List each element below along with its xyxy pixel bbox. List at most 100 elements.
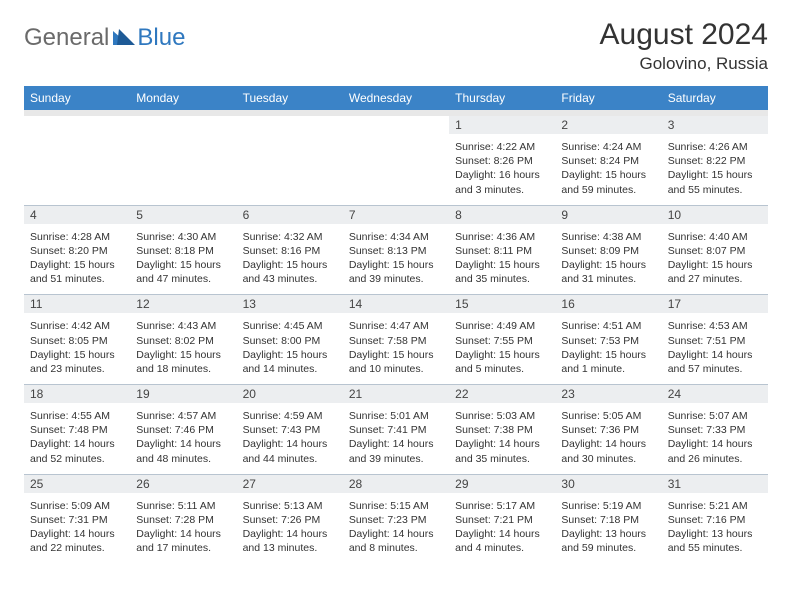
day-detail-text: Sunrise: 4:42 AMSunset: 8:05 PMDaylight:… (30, 317, 124, 376)
day-detail-text: Sunrise: 4:26 AMSunset: 8:22 PMDaylight:… (668, 138, 762, 197)
day-detail-text: Sunrise: 5:05 AMSunset: 7:36 PMDaylight:… (561, 407, 655, 466)
logo-text-2: Blue (137, 24, 185, 52)
day-header: Monday (130, 86, 236, 110)
day-detail-text: Sunrise: 4:43 AMSunset: 8:02 PMDaylight:… (136, 317, 230, 376)
day-detail-text: Sunrise: 4:32 AMSunset: 8:16 PMDaylight:… (243, 228, 337, 287)
day-detail-text: Sunrise: 4:40 AMSunset: 8:07 PMDaylight:… (668, 228, 762, 287)
day-detail-text: Sunrise: 4:28 AMSunset: 8:20 PMDaylight:… (30, 228, 124, 287)
day-number: 21 (343, 385, 449, 403)
day-cell: Sunrise: 5:01 AMSunset: 7:41 PMDaylight:… (343, 403, 449, 474)
day-number: 5 (130, 206, 236, 224)
day-cell: Sunrise: 4:24 AMSunset: 8:24 PMDaylight:… (555, 134, 661, 205)
day-detail-text: Sunrise: 5:13 AMSunset: 7:26 PMDaylight:… (243, 497, 337, 556)
day-number: 17 (662, 295, 768, 313)
day-cell: Sunrise: 4:57 AMSunset: 7:46 PMDaylight:… (130, 403, 236, 474)
day-number: 7 (343, 206, 449, 224)
day-number: 28 (343, 475, 449, 493)
day-cell: Sunrise: 5:17 AMSunset: 7:21 PMDaylight:… (449, 493, 555, 564)
day-cell: Sunrise: 4:30 AMSunset: 8:18 PMDaylight:… (130, 224, 236, 295)
day-number: 26 (130, 475, 236, 493)
day-detail-text: Sunrise: 5:03 AMSunset: 7:38 PMDaylight:… (455, 407, 549, 466)
day-cell: Sunrise: 5:05 AMSunset: 7:36 PMDaylight:… (555, 403, 661, 474)
day-cell: Sunrise: 5:15 AMSunset: 7:23 PMDaylight:… (343, 493, 449, 564)
day-cell: Sunrise: 5:09 AMSunset: 7:31 PMDaylight:… (24, 493, 130, 564)
day-header: Saturday (662, 86, 768, 110)
day-detail-text: Sunrise: 5:17 AMSunset: 7:21 PMDaylight:… (455, 497, 549, 556)
day-detail-text: Sunrise: 5:01 AMSunset: 7:41 PMDaylight:… (349, 407, 443, 466)
day-detail-text: Sunrise: 5:21 AMSunset: 7:16 PMDaylight:… (668, 497, 762, 556)
calendar-day-headers: SundayMondayTuesdayWednesdayThursdayFrid… (24, 86, 768, 110)
day-header: Friday (555, 86, 661, 110)
day-cell: Sunrise: 4:26 AMSunset: 8:22 PMDaylight:… (662, 134, 768, 205)
day-number: 20 (237, 385, 343, 403)
day-cell: Sunrise: 4:53 AMSunset: 7:51 PMDaylight:… (662, 313, 768, 384)
logo: General Blue (24, 24, 185, 52)
day-cell: Sunrise: 4:38 AMSunset: 8:09 PMDaylight:… (555, 224, 661, 295)
day-number: 27 (237, 475, 343, 493)
day-number: 6 (237, 206, 343, 224)
day-cell: Sunrise: 4:59 AMSunset: 7:43 PMDaylight:… (237, 403, 343, 474)
day-detail-text: Sunrise: 4:38 AMSunset: 8:09 PMDaylight:… (561, 228, 655, 287)
day-cell: Sunrise: 4:42 AMSunset: 8:05 PMDaylight:… (24, 313, 130, 384)
day-number: 9 (555, 206, 661, 224)
location-label: Golovino, Russia (600, 54, 768, 74)
day-detail-text: Sunrise: 5:09 AMSunset: 7:31 PMDaylight:… (30, 497, 124, 556)
logo-text-1: General (24, 24, 109, 52)
day-number (24, 116, 130, 134)
day-cell: Sunrise: 4:40 AMSunset: 8:07 PMDaylight:… (662, 224, 768, 295)
day-detail-text: Sunrise: 5:15 AMSunset: 7:23 PMDaylight:… (349, 497, 443, 556)
day-detail-text: Sunrise: 4:57 AMSunset: 7:46 PMDaylight:… (136, 407, 230, 466)
day-number: 1 (449, 116, 555, 134)
day-cell: Sunrise: 4:34 AMSunset: 8:13 PMDaylight:… (343, 224, 449, 295)
day-number: 4 (24, 206, 130, 224)
day-detail-text: Sunrise: 4:22 AMSunset: 8:26 PMDaylight:… (455, 138, 549, 197)
day-detail-text: Sunrise: 4:47 AMSunset: 7:58 PMDaylight:… (349, 317, 443, 376)
day-detail-text: Sunrise: 5:11 AMSunset: 7:28 PMDaylight:… (136, 497, 230, 556)
day-number: 18 (24, 385, 130, 403)
day-cell: Sunrise: 5:13 AMSunset: 7:26 PMDaylight:… (237, 493, 343, 564)
day-cell (24, 134, 130, 205)
day-number: 23 (555, 385, 661, 403)
day-detail-text: Sunrise: 4:34 AMSunset: 8:13 PMDaylight:… (349, 228, 443, 287)
day-number: 2 (555, 116, 661, 134)
day-cell: Sunrise: 4:51 AMSunset: 7:53 PMDaylight:… (555, 313, 661, 384)
day-header: Sunday (24, 86, 130, 110)
day-number: 8 (449, 206, 555, 224)
day-detail-text: Sunrise: 4:53 AMSunset: 7:51 PMDaylight:… (668, 317, 762, 376)
day-header: Thursday (449, 86, 555, 110)
day-detail-text: Sunrise: 4:49 AMSunset: 7:55 PMDaylight:… (455, 317, 549, 376)
day-number: 15 (449, 295, 555, 313)
day-number: 25 (24, 475, 130, 493)
day-cell: Sunrise: 4:28 AMSunset: 8:20 PMDaylight:… (24, 224, 130, 295)
day-cell: Sunrise: 4:36 AMSunset: 8:11 PMDaylight:… (449, 224, 555, 295)
day-number (343, 116, 449, 134)
day-cell (237, 134, 343, 205)
day-detail-text: Sunrise: 5:19 AMSunset: 7:18 PMDaylight:… (561, 497, 655, 556)
month-title: August 2024 (600, 18, 768, 52)
page-header: General Blue August 2024 Golovino, Russi… (24, 18, 768, 74)
day-detail-text: Sunrise: 4:55 AMSunset: 7:48 PMDaylight:… (30, 407, 124, 466)
day-number: 13 (237, 295, 343, 313)
day-detail-text: Sunrise: 4:51 AMSunset: 7:53 PMDaylight:… (561, 317, 655, 376)
day-cell: Sunrise: 4:22 AMSunset: 8:26 PMDaylight:… (449, 134, 555, 205)
day-header: Tuesday (237, 86, 343, 110)
day-header: Wednesday (343, 86, 449, 110)
calendar: SundayMondayTuesdayWednesdayThursdayFrid… (24, 86, 768, 563)
day-cell: Sunrise: 4:43 AMSunset: 8:02 PMDaylight:… (130, 313, 236, 384)
day-cell: Sunrise: 4:47 AMSunset: 7:58 PMDaylight:… (343, 313, 449, 384)
day-number: 24 (662, 385, 768, 403)
day-cell (343, 134, 449, 205)
logo-triangle-icon (113, 27, 135, 50)
day-number: 22 (449, 385, 555, 403)
day-number (130, 116, 236, 134)
day-number: 19 (130, 385, 236, 403)
day-cell: Sunrise: 5:11 AMSunset: 7:28 PMDaylight:… (130, 493, 236, 564)
day-number: 31 (662, 475, 768, 493)
day-detail-text: Sunrise: 4:30 AMSunset: 8:18 PMDaylight:… (136, 228, 230, 287)
day-detail-text: Sunrise: 4:45 AMSunset: 8:00 PMDaylight:… (243, 317, 337, 376)
day-cell: Sunrise: 4:55 AMSunset: 7:48 PMDaylight:… (24, 403, 130, 474)
day-number: 3 (662, 116, 768, 134)
day-cell: Sunrise: 4:45 AMSunset: 8:00 PMDaylight:… (237, 313, 343, 384)
day-number: 29 (449, 475, 555, 493)
day-number: 30 (555, 475, 661, 493)
